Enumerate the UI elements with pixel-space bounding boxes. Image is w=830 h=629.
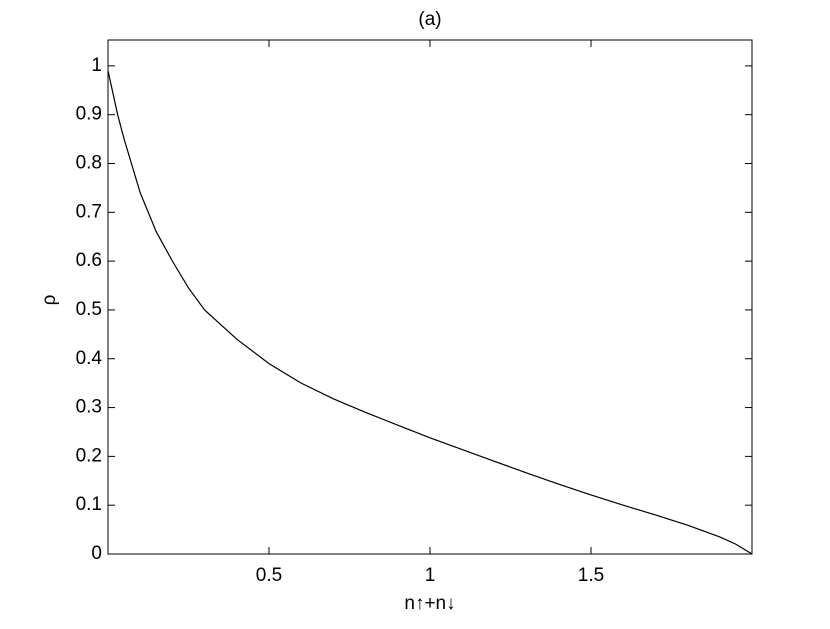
y-axis-label: ρ [39, 294, 60, 305]
y-tick-label: 0.1 [76, 494, 102, 515]
y-tick-label: 0.7 [76, 201, 102, 222]
chart-title: (a) [418, 9, 441, 30]
y-tick-label: 0.9 [76, 104, 102, 125]
y-tick-label: 0.3 [76, 397, 102, 418]
y-tick-label: 0 [91, 543, 102, 564]
x-axis-label: n↑+n↓ [404, 593, 455, 614]
y-tick-label: 0.5 [76, 299, 102, 320]
plot-frame [107, 39, 753, 555]
x-tick-label: 1.5 [578, 565, 604, 586]
y-tick-label: 0.4 [76, 348, 103, 369]
y-tick-label: 0.6 [76, 250, 102, 271]
x-tick-label: 0.5 [256, 565, 282, 586]
x-tick-label: 1 [425, 565, 436, 586]
data-line [107, 70, 753, 555]
y-tick-label: 0.2 [76, 445, 102, 466]
y-tick-label: 0.8 [76, 153, 102, 174]
y-tick-label: 1 [91, 55, 102, 76]
